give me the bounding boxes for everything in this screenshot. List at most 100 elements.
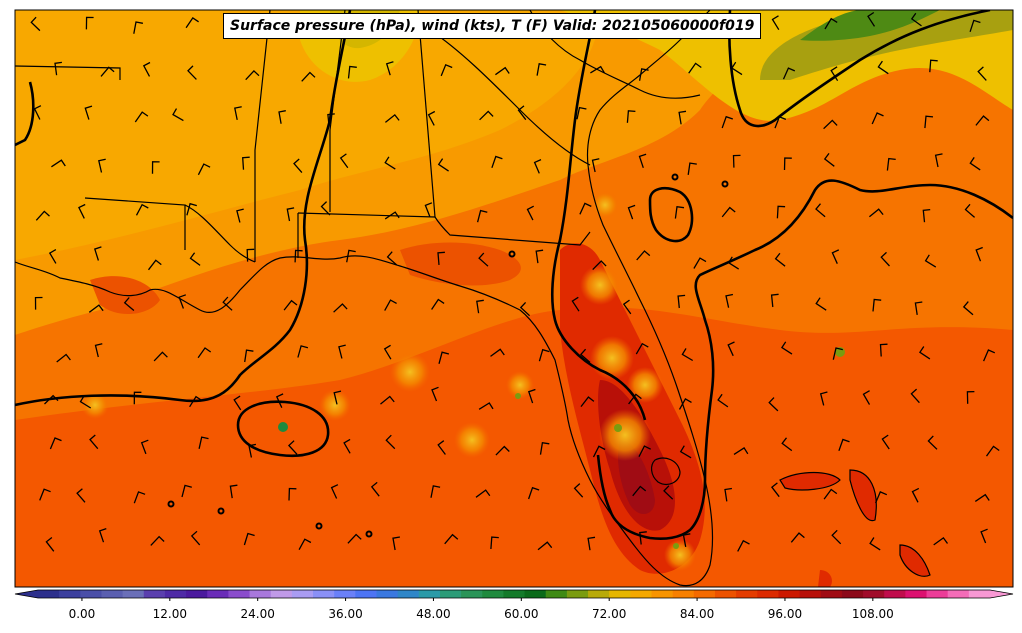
wind-barb: [198, 436, 209, 449]
wind-barb: [478, 402, 494, 410]
wind-barb: [79, 395, 92, 409]
wind-barb: [278, 110, 286, 124]
wind-barb: [831, 529, 842, 545]
wind-barb: [911, 487, 920, 503]
colorbar-tick-label: 60.00: [504, 607, 539, 621]
colorbar-tick-label: 0.00: [68, 607, 96, 621]
wind-barb: [385, 434, 396, 450]
colorbar-segment: [80, 590, 102, 598]
wind-barb: [964, 203, 976, 218]
wind-barb: [881, 434, 890, 450]
wind-barb: [343, 438, 351, 454]
wind-barb: [579, 348, 591, 363]
wind-barb: [867, 11, 876, 27]
wind-barb: [490, 348, 505, 357]
wind-barb: [872, 298, 882, 312]
wind-barb: [914, 301, 923, 315]
wind-barb: [392, 536, 401, 551]
colorbar-segment: [863, 590, 885, 598]
wind-barb: [297, 345, 309, 358]
wind-barb: [538, 348, 550, 362]
colorbar-segment: [207, 590, 229, 598]
colorbar-segment: [397, 590, 420, 598]
wind-barb: [384, 299, 397, 311]
wind-barb: [150, 535, 165, 546]
wind-barb: [384, 211, 400, 220]
wind-barb: [969, 19, 981, 33]
colorbar-segment: [164, 590, 187, 598]
wind-barb: [678, 398, 692, 410]
wind-barb: [49, 437, 62, 450]
wind-barb: [431, 386, 439, 402]
wind-barb: [181, 484, 192, 498]
wind-barb: [587, 536, 596, 551]
wind-barb: [724, 487, 732, 502]
wind-barb: [327, 113, 335, 127]
wind-barb: [84, 105, 93, 120]
colorbar-segment: [757, 590, 779, 598]
wind-barb: [535, 249, 544, 264]
wind-barb: [133, 391, 142, 405]
wind-barb: [495, 445, 510, 456]
colorbar-segment: [313, 590, 335, 598]
wind-barb: [246, 248, 255, 262]
wind-barb: [628, 393, 642, 405]
wind-barb: [924, 254, 937, 268]
wind-barb: [39, 488, 51, 501]
wind-barb: [440, 63, 453, 77]
wind-barb: [819, 391, 828, 406]
colorbar-tick-label: 96.00: [767, 607, 803, 621]
wind-barb: [243, 532, 255, 546]
wind-barb: [248, 443, 257, 458]
wind-barb: [384, 156, 396, 170]
temperature-shading: [15, 10, 1013, 587]
wind-barb: [678, 110, 687, 125]
wind-barb: [245, 69, 260, 81]
wind-barb: [688, 62, 702, 74]
wind-barb: [681, 348, 694, 362]
colorbar-segment: [841, 590, 864, 598]
wind-barb: [770, 293, 779, 308]
wind-barb: [924, 115, 934, 129]
wind-barb: [88, 304, 104, 313]
wind-barb: [717, 393, 729, 408]
wind-barb: [135, 203, 149, 216]
wind-barb: [983, 349, 996, 362]
wind-barb: [626, 110, 636, 123]
wind-barb: [783, 157, 792, 171]
wind-barb: [622, 299, 632, 315]
colorbar-segment: [503, 590, 526, 598]
colorbar-segment: [38, 590, 60, 598]
wind-barb: [437, 251, 445, 265]
colorbar: [14, 589, 1014, 601]
wind-barb: [293, 158, 303, 174]
wind-barb: [298, 538, 312, 551]
wind-barb: [153, 351, 168, 362]
colorbar-segment: [714, 590, 737, 598]
wind-barb: [573, 483, 584, 498]
wind-barb: [85, 16, 94, 30]
wind-barb: [815, 203, 826, 218]
wind-barb: [927, 435, 938, 450]
colorbar-segment: [651, 590, 674, 598]
wind-barb: [178, 294, 187, 309]
wind-barb: [286, 207, 295, 222]
colorbar-segment: [884, 590, 906, 598]
wind-barb: [879, 343, 888, 357]
wind-barb: [100, 66, 115, 77]
wind-barb: [478, 252, 489, 267]
wind-barb: [869, 537, 881, 551]
wind-barb: [533, 159, 542, 174]
wind-barb: [871, 112, 884, 125]
colorbar-segment: [588, 590, 610, 598]
colorbar-tick-label: 24.00: [240, 607, 275, 621]
colorbar-segment: [947, 590, 970, 598]
wind-barb: [830, 66, 839, 82]
wind-barb: [910, 388, 920, 404]
wind-barb: [886, 157, 896, 171]
wind-barb: [437, 158, 449, 172]
wind-barb: [427, 110, 436, 126]
wind-barb: [287, 440, 298, 455]
wind-barb: [731, 61, 743, 76]
